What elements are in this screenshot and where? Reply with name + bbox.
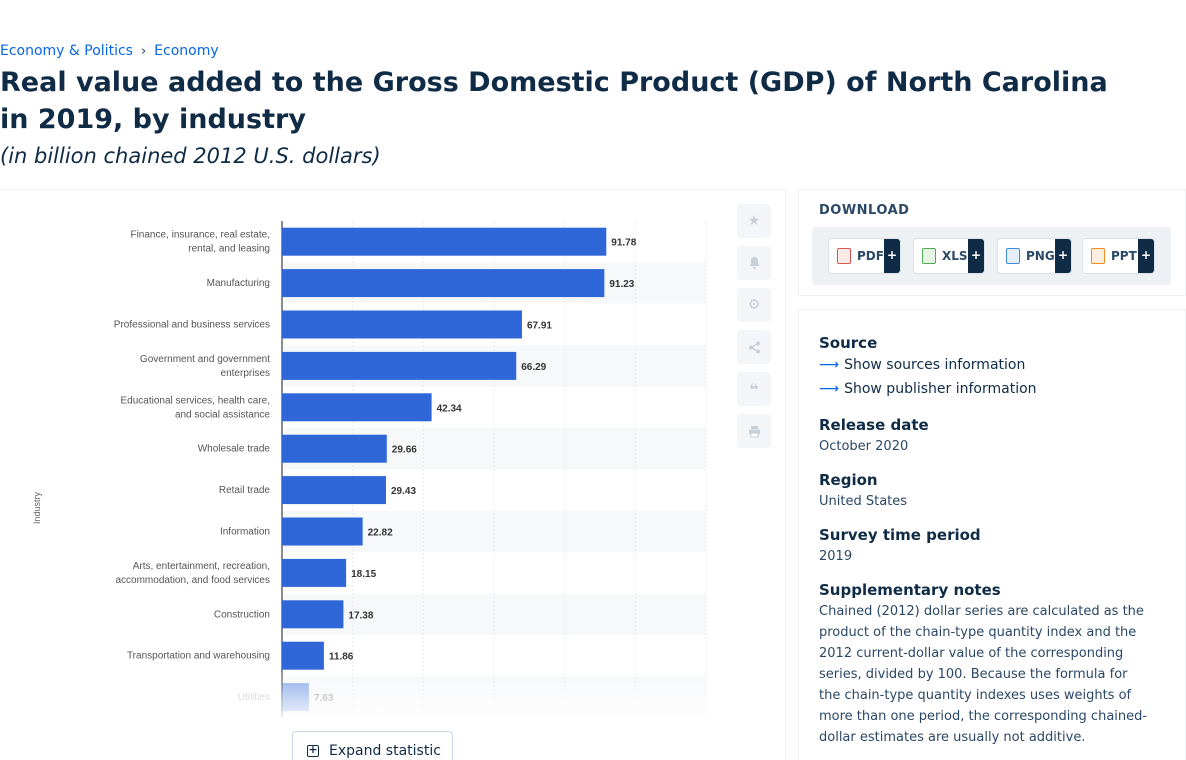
release-date-value: October 2020 xyxy=(819,439,909,454)
category-tick-label: rental, and leasing xyxy=(188,244,270,255)
download-pdf-button[interactable]: PDF + xyxy=(828,238,901,274)
show-publisher-label: Show publisher information xyxy=(844,381,1037,397)
print-icon[interactable] xyxy=(737,414,771,448)
survey-period-value: 2019 xyxy=(819,549,853,564)
data-label: 29.66 xyxy=(392,445,417,456)
data-label: 17.38 xyxy=(348,610,373,621)
breadcrumb: Economy & Politics › Economy xyxy=(0,43,219,59)
region-label: Region xyxy=(819,471,878,489)
ppt-label: PPT xyxy=(1111,249,1137,263)
release-date-label: Release date xyxy=(819,416,929,434)
data-label: 22.82 xyxy=(368,528,393,539)
category-tick-label: Professional and business services xyxy=(114,320,270,331)
data-label: 67.91 xyxy=(527,321,552,332)
pdf-label: PDF xyxy=(857,249,884,263)
data-label: 66.29 xyxy=(521,362,546,373)
y-axis-title: Industry xyxy=(32,491,42,524)
bar xyxy=(282,558,347,587)
region-value: United States xyxy=(819,494,908,509)
breadcrumb-separator: › xyxy=(140,43,147,59)
gear-icon[interactable]: ⚙ xyxy=(737,288,771,322)
expand-statistic-button[interactable]: + Expand statistic xyxy=(292,731,453,760)
data-label: 18.15 xyxy=(351,569,376,580)
category-tick-label: Retail trade xyxy=(219,485,271,496)
download-title: DOWNLOAD xyxy=(819,203,910,218)
data-label: 91.23 xyxy=(609,279,634,290)
png-label: PNG xyxy=(1026,249,1055,263)
bar xyxy=(282,269,605,298)
chart-toolbar: ★ ⚙ ❝ xyxy=(737,204,773,456)
source-label: Source xyxy=(819,334,878,352)
ppt-plus: + xyxy=(1138,239,1154,273)
data-label: 29.43 xyxy=(391,486,416,497)
page-subtitle: (in billion chained 2012 U.S. dollars) xyxy=(0,144,381,168)
download-panel: DOWNLOAD PDF + XLS + PNG + PPT + xyxy=(799,190,1185,295)
png-file-icon xyxy=(1006,248,1020,264)
expand-statistic-label: Expand statistic xyxy=(329,743,441,759)
download-options: PDF + XLS + PNG + PPT + xyxy=(812,227,1171,285)
category-tick-label: Information xyxy=(220,527,270,538)
data-label: 42.34 xyxy=(437,403,462,414)
category-tick-label: Finance, insurance, real estate, xyxy=(130,230,270,241)
category-tick-label: Transportation and warehousing xyxy=(127,651,270,662)
bell-icon[interactable] xyxy=(737,246,771,280)
category-tick-label: Arts, entertainment, recreation, xyxy=(133,561,270,572)
star-icon[interactable]: ★ xyxy=(737,204,771,238)
bar xyxy=(282,434,387,463)
category-tick-label: and social assistance xyxy=(175,409,270,420)
arrow-right-icon: ⟶ xyxy=(819,357,840,373)
bar-chart: Industry 91.78 Finance, insurance, real es… xyxy=(0,221,720,720)
bar xyxy=(282,351,517,380)
pdf-file-icon xyxy=(837,248,851,264)
breadcrumb-economy[interactable]: Economy xyxy=(154,43,219,59)
xls-file-icon xyxy=(922,248,936,264)
statistic-info-panel: Source ⟶ Show sources information ⟶ Show… xyxy=(799,310,1185,760)
bar xyxy=(282,310,522,339)
quote-icon[interactable]: ❝ xyxy=(737,372,771,406)
data-label: 11.86 xyxy=(329,652,354,663)
supplementary-notes-label: Supplementary notes xyxy=(819,581,1001,599)
category-tick-label: Wholesale trade xyxy=(198,444,271,455)
category-tick-label: accommodation, and food services xyxy=(115,575,270,586)
pdf-plus: + xyxy=(884,239,900,273)
category-tick-label: enterprises xyxy=(221,368,270,379)
bar xyxy=(282,476,386,505)
bar xyxy=(282,600,344,629)
bottom-fade xyxy=(0,670,720,720)
xls-plus: + xyxy=(968,239,984,273)
png-plus: + xyxy=(1055,239,1071,273)
show-sources-label: Show sources information xyxy=(844,357,1026,373)
category-tick-label: Educational services, health care, xyxy=(120,395,270,406)
ppt-file-icon xyxy=(1091,248,1105,264)
show-publisher-link[interactable]: ⟶ Show publisher information xyxy=(819,381,1037,397)
bar xyxy=(282,393,432,422)
category-tick-label: Construction xyxy=(214,609,270,620)
category-tick-label: Manufacturing xyxy=(207,278,270,289)
arrow-right-icon: ⟶ xyxy=(819,381,840,397)
survey-period-label: Survey time period xyxy=(819,526,981,544)
show-sources-link[interactable]: ⟶ Show sources information xyxy=(819,357,1025,373)
plus-icon: + xyxy=(307,743,319,757)
xls-label: XLS xyxy=(942,249,968,263)
category-tick-label: Government and government xyxy=(140,354,270,365)
breadcrumb-economy-politics[interactable]: Economy & Politics xyxy=(0,43,133,59)
page-title: Real value added to the Gross Domestic P… xyxy=(0,67,1108,135)
bar xyxy=(282,227,607,256)
bar xyxy=(282,641,324,670)
bar xyxy=(282,517,363,546)
supplementary-notes-text: Chained (2012) dollar series are calcula… xyxy=(819,604,1148,745)
download-xls-button[interactable]: XLS + xyxy=(913,238,985,274)
download-png-button[interactable]: PNG + xyxy=(997,238,1072,274)
chart-panel: Industry 91.78 Finance, insurance, real es… xyxy=(0,190,785,760)
share-icon[interactable] xyxy=(737,330,771,364)
data-label: 91.78 xyxy=(611,238,636,249)
download-ppt-button[interactable]: PPT + xyxy=(1082,238,1155,274)
